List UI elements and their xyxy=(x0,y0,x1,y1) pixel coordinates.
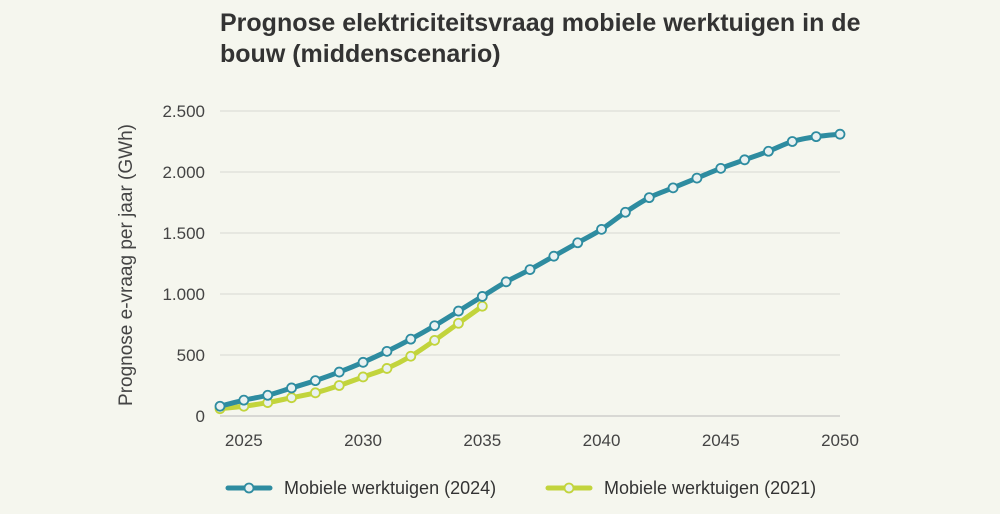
series-1 xyxy=(214,128,846,412)
y-axis-label: Prognose e-vraag per jaar (GWh) xyxy=(116,124,137,406)
x-tick-label: 2050 xyxy=(821,431,859,450)
x-tick-label: 2040 xyxy=(583,431,621,450)
x-tick-label: 2035 xyxy=(463,431,501,450)
series-layer xyxy=(214,128,846,415)
data-point xyxy=(381,345,393,357)
y-tick-label: 1.000 xyxy=(162,285,205,304)
legend: Mobiele werktuigen (2024) Mobiele werktui… xyxy=(225,478,816,498)
data-point xyxy=(262,389,274,401)
data-point xyxy=(286,382,297,394)
data-point xyxy=(357,371,369,383)
x-tick-label: 2025 xyxy=(225,431,263,450)
data-point xyxy=(786,136,798,147)
y-tick-label: 0 xyxy=(196,407,205,426)
y-tick-label: 1.500 xyxy=(162,224,205,243)
chart-title: Prognose elektriciteitsvraag mobiele wer… xyxy=(220,9,861,68)
legend-item: Mobiele werktuigen (2021) xyxy=(545,478,816,498)
data-point xyxy=(429,320,441,332)
data-point xyxy=(596,223,607,235)
data-point xyxy=(333,380,345,391)
data-point xyxy=(309,387,321,399)
data-point xyxy=(643,192,655,204)
data-point xyxy=(715,162,727,174)
data-point xyxy=(429,334,441,346)
legend-item: Mobiele werktuigen (2024) xyxy=(225,478,496,498)
legend-marker xyxy=(243,482,255,494)
data-point xyxy=(286,392,297,404)
legend-label: Mobiele werktuigen (2021) xyxy=(604,478,816,498)
data-point xyxy=(834,128,846,140)
x-tick-label: 2045 xyxy=(702,431,740,450)
data-point xyxy=(476,300,488,312)
data-point xyxy=(763,145,774,157)
y-tick-label: 2.000 xyxy=(162,163,205,182)
legend-marker xyxy=(563,482,575,494)
y-tick-label: 500 xyxy=(177,346,205,365)
data-point xyxy=(667,182,679,194)
x-axis-ticks: 2025 2030 2035 2040 2045 2050 xyxy=(225,431,859,450)
data-point xyxy=(619,206,631,218)
y-tick-label: 2.500 xyxy=(162,102,205,121)
data-point xyxy=(238,394,250,406)
data-point xyxy=(691,172,703,184)
data-point xyxy=(381,363,393,374)
data-point xyxy=(453,305,464,317)
data-point xyxy=(500,276,512,288)
data-point xyxy=(739,154,751,166)
y-axis-ticks: 0 500 1.000 1.500 2.000 2.500 xyxy=(162,102,205,426)
grid-lines xyxy=(220,110,840,417)
data-point xyxy=(405,333,417,345)
data-point xyxy=(548,250,560,262)
x-tick-label: 2030 xyxy=(344,431,382,450)
data-point xyxy=(214,400,226,412)
data-point xyxy=(357,356,369,368)
data-point xyxy=(333,366,345,378)
data-point xyxy=(810,131,822,143)
data-point xyxy=(405,350,417,362)
data-point xyxy=(309,375,321,387)
data-point xyxy=(476,291,488,302)
data-point xyxy=(453,317,464,329)
legend-label: Mobiele werktuigen (2024) xyxy=(284,478,496,498)
data-point xyxy=(524,264,536,276)
data-point xyxy=(572,237,584,249)
